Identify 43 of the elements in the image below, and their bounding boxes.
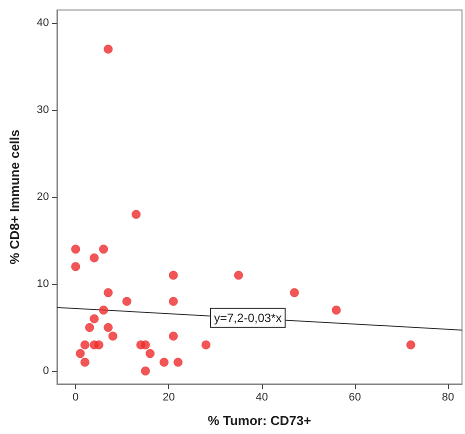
point (104, 322, 113, 332)
x-tick-label: 0 (72, 392, 79, 404)
y-axis-title: % CD8+ Immune cells (7, 130, 22, 264)
annotation: y=7,2-0,03*x (214, 310, 282, 325)
point (71, 244, 80, 254)
y-tick-label: 30 (36, 104, 49, 116)
point (332, 306, 341, 315)
point (80, 358, 90, 367)
x-tick-label: 80 (442, 392, 454, 404)
point (174, 358, 183, 367)
point (90, 253, 99, 262)
y-tick-label: 20 (36, 191, 49, 203)
point (94, 340, 104, 350)
point (168, 332, 178, 341)
point (85, 322, 94, 332)
point (80, 340, 90, 350)
point (104, 44, 113, 54)
point (71, 262, 80, 272)
point (122, 296, 132, 306)
point (132, 210, 141, 219)
point (140, 340, 150, 350)
point (99, 244, 108, 254)
point (140, 366, 150, 376)
point (90, 314, 99, 324)
y-tick-label: 0 (42, 364, 49, 377)
x-tick-label: 40 (256, 392, 268, 404)
x-tick-label: 20 (162, 392, 175, 404)
x-axis-title: % Tumor: CD73+ (208, 413, 312, 428)
point (108, 332, 118, 341)
point (104, 288, 113, 298)
point (168, 270, 178, 280)
point (99, 306, 108, 315)
point (76, 349, 85, 358)
point (406, 340, 416, 350)
point (146, 349, 155, 358)
x-tick-label: 60 (348, 392, 362, 404)
y-tick-label: 10 (36, 278, 49, 290)
point (234, 270, 244, 280)
point (201, 340, 210, 350)
point (160, 358, 169, 367)
point (168, 296, 178, 306)
point (290, 288, 299, 298)
y-tick-label: 40 (36, 17, 49, 30)
